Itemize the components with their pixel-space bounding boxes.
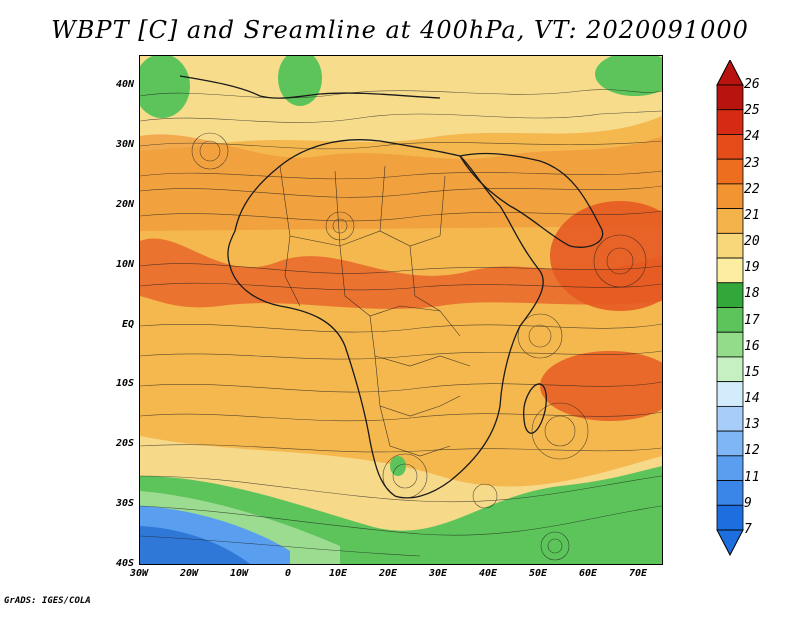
field-hot-band <box>140 238 662 309</box>
colorbar-bottom-arrow <box>716 529 744 557</box>
field-hot-east <box>550 201 662 311</box>
chart-title: WBPT [C] and Sreamline at 400hPa, VT: 20… <box>51 16 749 44</box>
colorbar-swatch <box>716 208 744 234</box>
lon-label-30e: 30E <box>428 568 448 579</box>
colorbar-label: 12 <box>744 443 760 459</box>
colorbar-swatch <box>716 430 744 457</box>
colorbar-label: 18 <box>744 286 760 302</box>
colorbar-swatch <box>716 307 744 333</box>
colorbar-label: 14 <box>744 391 760 407</box>
lon-label-40e: 40E <box>478 568 498 579</box>
lat-label-20n: 20N <box>115 199 134 210</box>
colorbar-swatch <box>716 84 744 111</box>
africa-coast <box>227 139 544 499</box>
colorbar-swatch <box>716 381 744 407</box>
lat-label-10n: 10N <box>115 259 134 270</box>
colorbar-label: 13 <box>744 417 760 433</box>
colorbar-swatch <box>716 257 744 284</box>
colorbar-label: 19 <box>744 260 760 276</box>
map-panel <box>139 55 663 565</box>
madagascar-coast <box>523 383 547 434</box>
country-borders <box>279 165 471 457</box>
colorbar-svg <box>716 60 744 557</box>
footer-credit: GrADS: IGES/COLA <box>4 596 91 606</box>
lat-label-10s: 10S <box>115 378 134 389</box>
colorbar-swatch <box>716 109 744 135</box>
coastlines <box>179 75 604 499</box>
colorbar-swatch <box>716 331 744 358</box>
colorbar-label: 26 <box>744 77 760 92</box>
field-green-nw <box>140 56 190 118</box>
lon-label-50e: 50E <box>528 568 548 579</box>
lon-label-10e: 10E <box>328 568 348 579</box>
colorbar-swatch <box>716 134 744 160</box>
field-north-band <box>140 56 662 151</box>
colorbar-label: 21 <box>744 207 760 223</box>
colorbar-swatch <box>716 158 744 185</box>
colorbar-swatch <box>716 480 744 506</box>
colorbar-label: 11 <box>744 469 760 485</box>
colorbar-swatch <box>716 183 744 210</box>
colorbar-label: 20 <box>744 234 760 250</box>
lon-label-10w: 10W <box>229 568 249 579</box>
streamlines <box>140 89 662 561</box>
colorbar-swatches <box>716 84 744 531</box>
colorbar-swatch <box>716 455 744 481</box>
lat-label-eq: EQ <box>121 319 134 330</box>
colorbar-top-arrow <box>716 60 744 86</box>
lat-label-40s: 40S <box>115 558 134 569</box>
wbpt-field-map <box>140 56 662 564</box>
lat-label-40n: 40N <box>115 79 134 90</box>
arabia-coast <box>458 152 604 248</box>
lon-label-20e: 20E <box>378 568 398 579</box>
lon-label-20w: 20W <box>179 568 199 579</box>
colorbar <box>715 60 745 560</box>
lon-label-60e: 60E <box>578 568 598 579</box>
lat-label-20s: 20S <box>115 438 134 449</box>
field-green-n <box>278 56 322 106</box>
lon-label-70e: 70E <box>628 568 648 579</box>
colorbar-label: 24 <box>744 129 760 145</box>
lat-label-30n: 30N <box>115 139 134 150</box>
colorbar-label: 23 <box>744 155 760 171</box>
field-hot-io <box>540 351 662 421</box>
colorbar-swatch <box>716 282 744 308</box>
field-colder-sw <box>140 526 250 564</box>
colorbar-swatch <box>716 405 744 432</box>
lon-label-0: 0 <box>284 568 292 579</box>
colorbar-label: 17 <box>744 312 760 328</box>
colorbar-label: 22 <box>744 181 760 197</box>
colorbar-label: 15 <box>744 364 760 380</box>
europe-coast <box>179 75 441 99</box>
lon-label-30w: 30W <box>129 568 149 579</box>
colorbar-label: 16 <box>744 338 760 354</box>
colorbar-swatch <box>716 504 744 531</box>
colorbar-swatch <box>716 232 744 259</box>
colorbar-label: 25 <box>744 103 760 119</box>
colorbar-swatch <box>716 356 744 383</box>
field-green-ne <box>595 56 662 96</box>
colorbar-label: 9 <box>744 495 752 511</box>
colorbar-label: 7 <box>744 522 752 537</box>
lat-label-30s: 30S <box>115 498 134 509</box>
